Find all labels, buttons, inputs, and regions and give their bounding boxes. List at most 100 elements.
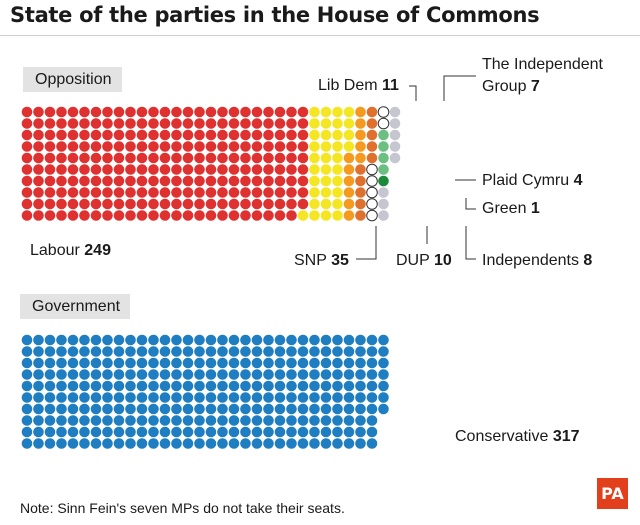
seat-dot-conservative <box>309 334 320 346</box>
seat-dot-conservative <box>33 438 44 449</box>
seat-dot-conservative <box>56 369 67 380</box>
seat-dot-conservative <box>44 334 56 346</box>
seat-dot-labour <box>90 118 102 129</box>
seat-dot-conservative <box>194 357 205 369</box>
seat-dot-dup <box>355 210 366 221</box>
seat-dot-labour <box>56 118 67 129</box>
seat-dot-labour <box>136 106 148 118</box>
seat-dot-conservative <box>21 438 33 449</box>
seat-dot-conservative <box>343 438 355 449</box>
seat-dot-conservative <box>102 334 113 346</box>
seat-dot-conservative <box>286 357 297 369</box>
seat-dot-labour <box>240 175 251 187</box>
seat-dot-labour <box>90 198 102 210</box>
seat-dot-conservative <box>56 357 67 369</box>
seat-dot-labour <box>171 141 182 152</box>
seat-dot-labour <box>263 118 274 129</box>
seat-dot-conservative <box>228 438 240 449</box>
seat-dot-conservative <box>136 426 148 438</box>
seat-dot-labour <box>79 175 90 187</box>
seat-dot-conservative <box>228 426 240 438</box>
seat-dot-labour <box>194 129 205 141</box>
seat-dot-conservative <box>274 403 286 415</box>
seat-dot-conservative <box>251 415 263 426</box>
seat-dot-conservative <box>102 369 113 380</box>
seat-dot-labour <box>217 198 228 210</box>
seat-dot-conservative <box>113 369 125 380</box>
seat-dot-conservative <box>309 346 320 357</box>
seat-dot-labour <box>33 187 44 198</box>
seat-dot-snp <box>332 152 343 164</box>
seat-dot-conservative <box>378 392 389 403</box>
seat-dot-conservative <box>171 403 182 415</box>
seat-dot-labour <box>79 141 90 152</box>
seat-dot-conservative <box>274 426 286 438</box>
seat-dot-conservative <box>56 403 67 415</box>
seat-dot-conservative <box>355 426 366 438</box>
seat-dot-labour <box>286 118 297 129</box>
seat-dot-conservative <box>44 403 56 415</box>
seat-dot-conservative <box>171 346 182 357</box>
seat-dot-labour <box>102 129 113 141</box>
seat-dot-conservative <box>286 369 297 380</box>
seat-dot-snp <box>332 198 343 210</box>
seat-dot-labour <box>159 129 171 141</box>
seat-dot-conservative <box>228 403 240 415</box>
seat-dot-labour <box>263 198 274 210</box>
seat-dot-conservative <box>90 438 102 449</box>
seat-dot-conservative <box>159 426 171 438</box>
seat-dot-conservative <box>217 403 228 415</box>
seat-dot-labour <box>263 164 274 175</box>
seat-dot-labour <box>90 175 102 187</box>
seat-dot-conservative <box>113 380 125 392</box>
seat-dot-labour <box>182 187 194 198</box>
seat-dot-conservative <box>159 369 171 380</box>
seat-dot-independents <box>389 141 401 152</box>
seat-dot-lib-dem <box>343 175 355 187</box>
seat-dot-labour <box>33 106 44 118</box>
seat-dot-labour <box>148 198 159 210</box>
seat-dot-labour <box>205 106 217 118</box>
label-labour: Labour 249 <box>30 242 111 259</box>
seat-dot-labour <box>286 210 297 221</box>
seat-dot-dup <box>366 129 378 141</box>
seat-dot-labour <box>286 187 297 198</box>
seat-dot-conservative <box>148 415 159 426</box>
seat-dot-labour <box>228 175 240 187</box>
seat-dot-conservative <box>148 369 159 380</box>
seat-dot-conservative <box>21 392 33 403</box>
leader-snp <box>356 226 377 260</box>
seat-dot-conservative <box>79 438 90 449</box>
seat-dot-labour <box>171 210 182 221</box>
seat-dot-labour <box>205 187 217 198</box>
seat-dot-conservative <box>332 346 343 357</box>
seat-dot-lib-dem <box>343 164 355 175</box>
seat-dot-labour <box>240 129 251 141</box>
seat-dot-conservative <box>79 346 90 357</box>
seat-dot-labour <box>125 118 136 129</box>
seat-dot-labour <box>33 198 44 210</box>
seat-dot-snp <box>309 210 320 221</box>
seat-dot-conservative <box>67 346 79 357</box>
seat-dot-conservative <box>332 403 343 415</box>
seat-dot-conservative <box>240 392 251 403</box>
seat-dot-conservative <box>240 357 251 369</box>
seat-dot-conservative <box>320 392 332 403</box>
seat-dot-conservative <box>263 346 274 357</box>
seat-dot-conservative <box>21 346 33 357</box>
seat-dot-labour <box>251 118 263 129</box>
seat-dot-conservative <box>332 392 343 403</box>
seat-dot-conservative <box>297 369 309 380</box>
seat-dot-conservative <box>182 438 194 449</box>
seat-dot-labour <box>67 118 79 129</box>
seat-dot-labour <box>33 175 44 187</box>
seat-dot-conservative <box>217 415 228 426</box>
seat-dot-labour <box>148 210 159 221</box>
seat-dot-labour <box>44 141 56 152</box>
seat-dot-conservative <box>286 415 297 426</box>
seat-dot-conservative <box>102 438 113 449</box>
seat-dot-the-independent-group <box>366 186 378 199</box>
seat-dot-labour <box>274 198 286 210</box>
seat-dot-conservative <box>102 380 113 392</box>
seat-dot-labour <box>263 210 274 221</box>
